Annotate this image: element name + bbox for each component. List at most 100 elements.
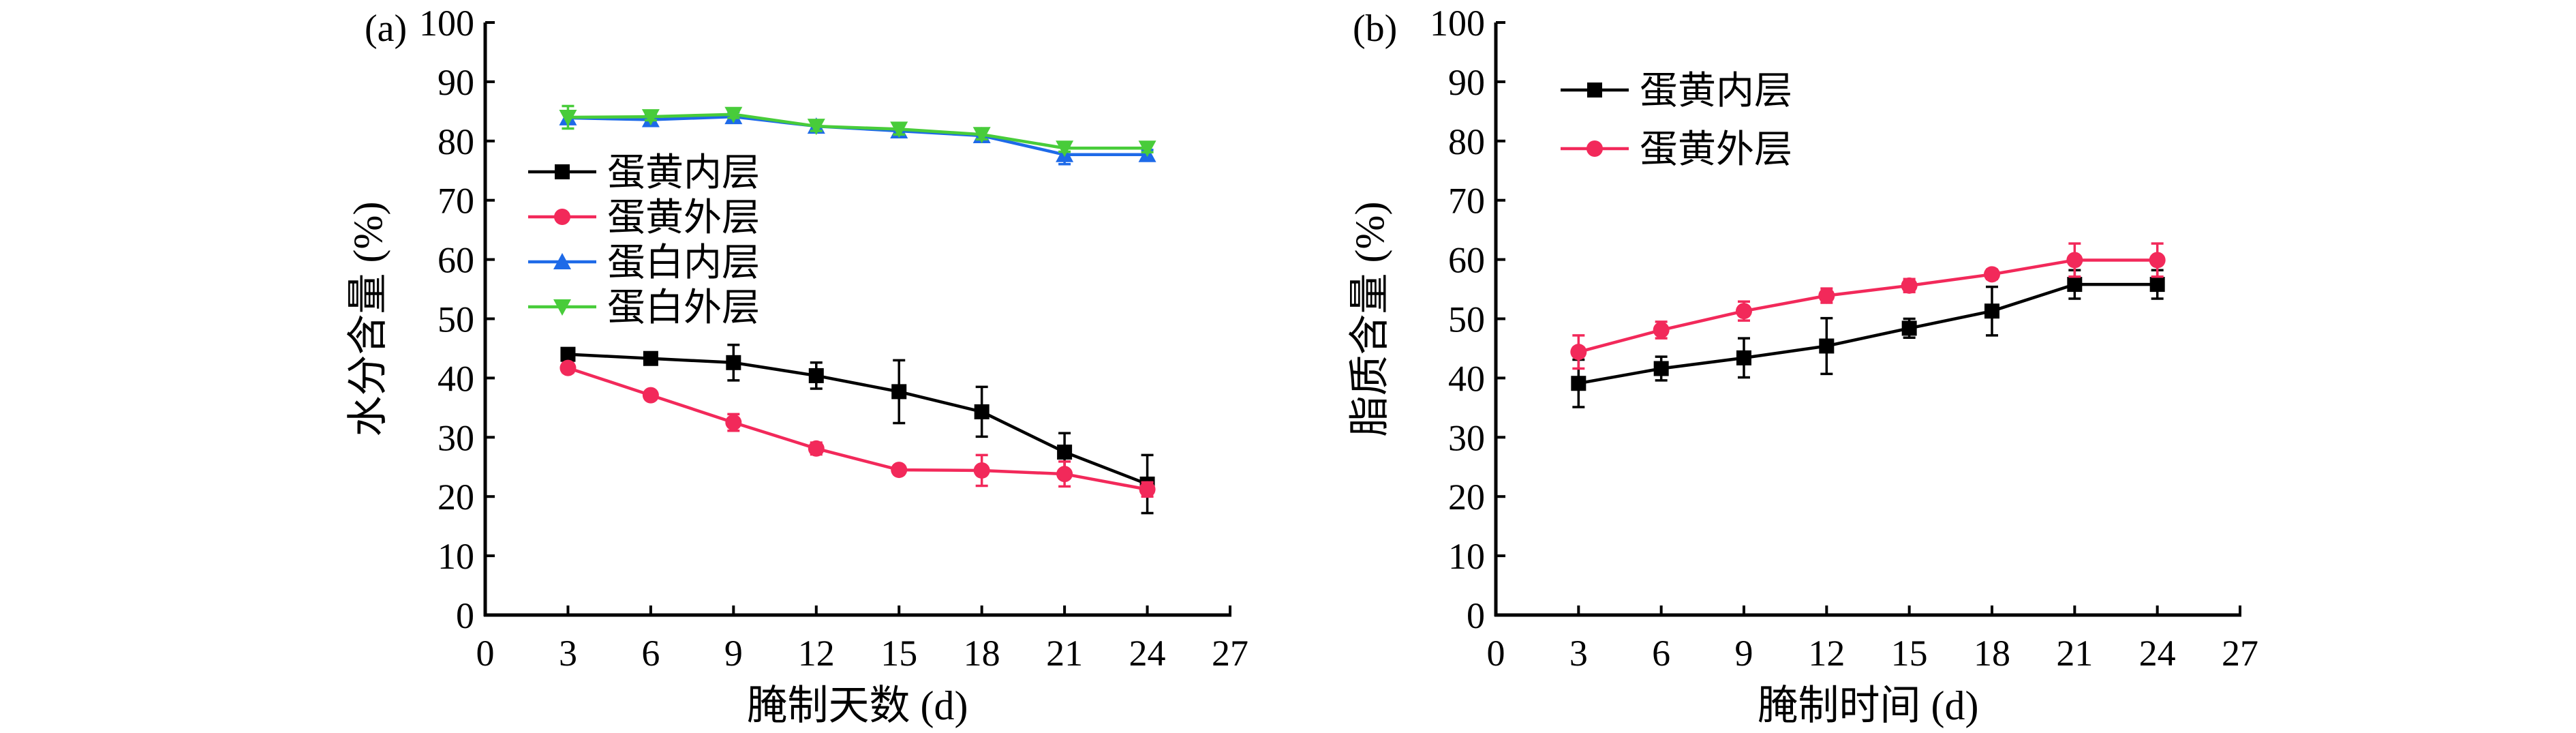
x-axis-title-b: 腌制时间 (d): [1758, 683, 1979, 728]
x-tick-label: 15: [1891, 633, 1928, 674]
data-point: [808, 440, 825, 457]
data-point: [2149, 277, 2165, 293]
data-point: [2066, 252, 2083, 269]
panel-a: (a) 水分含量 (%) 腌制天数 (d) 0 10 20 30 40 50 60 70 80 9…: [346, 3, 1248, 728]
y-tick-label: 0: [1467, 595, 1485, 636]
legend-marker: [1587, 83, 1602, 98]
series-1: [560, 343, 1155, 515]
data-point: [1653, 361, 1669, 376]
series-4: [559, 104, 1156, 158]
x-tick-label: 27: [2222, 633, 2258, 674]
y-tick-label: 50: [1448, 299, 1485, 340]
data-point: [642, 387, 659, 404]
data-point: [559, 359, 577, 376]
legend-marker: [553, 253, 571, 269]
series-1: [1571, 269, 2165, 408]
y-tick-label: 100: [419, 3, 474, 44]
y-tick-label: 90: [438, 62, 474, 103]
legend-marker: [553, 299, 571, 316]
y-tick-label: 60: [438, 240, 474, 281]
series-2: [1570, 242, 2166, 370]
series-line: [568, 353, 1148, 486]
x-tick-label: 24: [1129, 633, 1166, 674]
data-point: [1653, 322, 1670, 339]
data-point: [1736, 350, 1751, 365]
y-tick-label: 90: [1448, 62, 1485, 103]
y-axis-title-a: 水分含量 (%): [346, 202, 390, 437]
data-point: [560, 346, 576, 362]
x-tick-label: 3: [559, 633, 577, 674]
data-point: [1570, 344, 1587, 361]
legend-marker: [1586, 140, 1603, 157]
y-tick-label: 50: [438, 299, 474, 340]
data-point: [1138, 140, 1156, 158]
x-tick-label: 27: [1212, 633, 1248, 674]
y-tick-label: 20: [438, 477, 474, 518]
legend-item: 蛋白外层: [528, 287, 760, 329]
series-line: [567, 366, 1148, 491]
data-point: [808, 368, 824, 383]
x-tick-label: 6: [641, 633, 660, 674]
data-point: [1736, 303, 1752, 320]
legend-marker: [555, 164, 570, 179]
data-point: [1056, 140, 1074, 158]
data-point: [973, 462, 990, 479]
x-tick-label: 12: [798, 633, 835, 674]
data-point: [1057, 445, 1073, 460]
y-axis-title-b: 脂质含量 (%): [1347, 202, 1392, 437]
legend-item: 蛋黄外层: [1561, 129, 1792, 171]
y-tick-label: 10: [438, 536, 474, 577]
y-tick-label: 100: [1430, 3, 1485, 44]
data-point: [725, 414, 742, 431]
data-point: [1818, 287, 1835, 304]
legend-label: 蛋白外层: [607, 287, 760, 329]
legend-label: 蛋黄内层: [607, 152, 760, 194]
panel-b: (b) 脂质含量 (%) 腌制时间 (d) 010203040506070809…: [1347, 3, 2258, 728]
x-tick-label: 0: [1487, 633, 1505, 674]
x-axis-title-a: 腌制天数 (d): [747, 683, 968, 728]
x-tick-label: 15: [880, 633, 917, 674]
data-point: [641, 109, 660, 126]
y-tick-label: 30: [1448, 417, 1485, 458]
data-point: [1819, 338, 1835, 354]
y-tick-label: 80: [438, 121, 474, 162]
x-tick-label: 6: [1652, 633, 1670, 674]
legend-item: 蛋黄内层: [528, 152, 760, 194]
x-tick-label: 18: [964, 633, 1000, 674]
data-point: [724, 106, 743, 123]
panel-label-a: (a): [365, 8, 407, 50]
x-tick-label: 12: [1808, 633, 1845, 674]
legend-label: 蛋白内层: [607, 242, 760, 284]
x-tick-label: 9: [724, 633, 743, 674]
data-point: [1984, 266, 2000, 283]
y-tick-label: 70: [438, 181, 474, 222]
data-point: [1901, 320, 1917, 336]
data-point: [2149, 252, 2166, 269]
data-point: [1984, 303, 1999, 319]
data-point: [643, 350, 658, 366]
y-tick-label: 70: [1448, 181, 1485, 222]
x-tick-label: 21: [1046, 633, 1083, 674]
legend-item: 蛋黄内层: [1561, 70, 1792, 113]
data-point: [1571, 376, 1586, 391]
legend-item: 蛋白内层: [528, 242, 760, 284]
data-point: [559, 110, 577, 127]
legend-label: 蛋黄内层: [1640, 70, 1792, 113]
legend-item: 蛋黄外层: [528, 197, 760, 239]
data-point: [1056, 466, 1073, 483]
y-tick-label: 30: [438, 417, 474, 458]
y-tick-label: 10: [1448, 536, 1485, 577]
x-tick-label: 0: [476, 633, 495, 674]
x-tick-label: 3: [1569, 633, 1588, 674]
x-tick-label: 9: [1735, 633, 1753, 674]
data-point: [974, 404, 990, 419]
y-tick-label: 60: [1448, 240, 1485, 281]
x-tick-label: 21: [2056, 633, 2093, 674]
legend-label: 蛋黄外层: [607, 197, 760, 239]
data-point: [972, 127, 991, 144]
y-tick-label: 20: [1448, 477, 1485, 518]
data-point: [807, 119, 825, 136]
data-point: [1901, 277, 1918, 294]
y-tick-label: 40: [438, 358, 474, 399]
